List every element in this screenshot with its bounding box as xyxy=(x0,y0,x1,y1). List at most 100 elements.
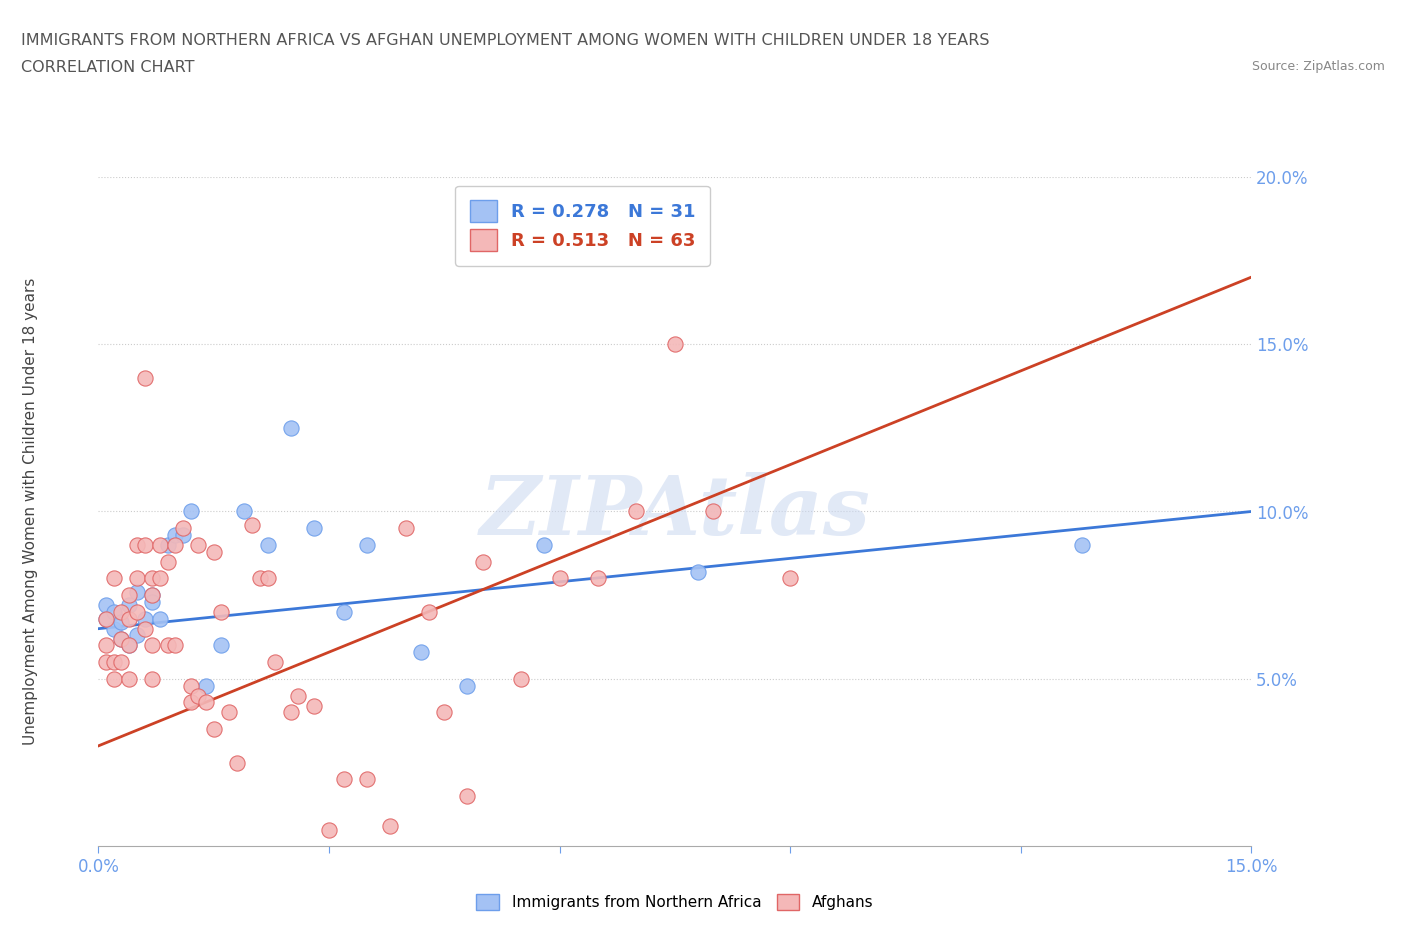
Text: ZIPAtlas: ZIPAtlas xyxy=(479,472,870,551)
Point xyxy=(180,695,202,710)
Point xyxy=(418,604,440,619)
Point xyxy=(172,527,194,542)
Legend: Immigrants from Northern Africa, Afghans: Immigrants from Northern Africa, Afghans xyxy=(468,886,882,918)
Point xyxy=(141,588,163,603)
Point xyxy=(156,538,179,552)
Point xyxy=(103,604,125,619)
Point xyxy=(118,638,141,653)
Point xyxy=(779,571,801,586)
Point xyxy=(202,722,225,737)
Point xyxy=(187,688,209,703)
Point xyxy=(240,517,263,532)
Legend: R = 0.278   N = 31, R = 0.513   N = 63: R = 0.278 N = 31, R = 0.513 N = 63 xyxy=(456,186,710,266)
Point xyxy=(125,538,148,552)
Point xyxy=(302,521,325,536)
Point xyxy=(318,822,340,837)
Point xyxy=(103,655,125,670)
Text: IMMIGRANTS FROM NORTHERN AFRICA VS AFGHAN UNEMPLOYMENT AMONG WOMEN WITH CHILDREN: IMMIGRANTS FROM NORTHERN AFRICA VS AFGHA… xyxy=(21,33,990,47)
Point xyxy=(125,628,148,643)
Point xyxy=(664,337,686,352)
Point xyxy=(395,521,418,536)
Point xyxy=(118,671,141,686)
Point xyxy=(110,604,132,619)
Point xyxy=(356,772,378,787)
Point xyxy=(125,584,148,599)
Point xyxy=(94,611,117,626)
Point xyxy=(702,504,724,519)
Point xyxy=(134,538,156,552)
Point xyxy=(686,565,709,579)
Point xyxy=(187,538,209,552)
Point xyxy=(110,631,132,646)
Point xyxy=(180,504,202,519)
Point xyxy=(586,571,609,586)
Point xyxy=(533,538,555,552)
Point xyxy=(411,644,433,659)
Point xyxy=(287,688,309,703)
Point xyxy=(280,705,302,720)
Point xyxy=(471,554,494,569)
Point xyxy=(510,671,533,686)
Point xyxy=(202,544,225,559)
Point xyxy=(165,638,187,653)
Point xyxy=(141,588,163,603)
Point xyxy=(165,527,187,542)
Point xyxy=(141,638,163,653)
Point xyxy=(302,698,325,713)
Point xyxy=(456,678,478,693)
Point xyxy=(433,705,456,720)
Point xyxy=(125,604,148,619)
Point xyxy=(165,538,187,552)
Point xyxy=(209,604,232,619)
Point xyxy=(134,370,156,385)
Text: Source: ZipAtlas.com: Source: ZipAtlas.com xyxy=(1251,60,1385,73)
Point xyxy=(264,655,287,670)
Point xyxy=(141,571,163,586)
Point xyxy=(110,615,132,630)
Point xyxy=(218,705,240,720)
Point xyxy=(103,621,125,636)
Point xyxy=(195,678,218,693)
Point xyxy=(333,772,356,787)
Point xyxy=(141,594,163,609)
Point xyxy=(356,538,378,552)
Point xyxy=(94,638,117,653)
Point xyxy=(125,571,148,586)
Point xyxy=(118,598,141,613)
Point xyxy=(233,504,256,519)
Point xyxy=(548,571,571,586)
Point xyxy=(456,789,478,804)
Point xyxy=(249,571,271,586)
Point xyxy=(94,655,117,670)
Point xyxy=(149,571,172,586)
Point xyxy=(110,655,132,670)
Point xyxy=(380,818,402,833)
Point xyxy=(256,538,278,552)
Point xyxy=(626,504,648,519)
Point xyxy=(333,604,356,619)
Text: Unemployment Among Women with Children Under 18 years: Unemployment Among Women with Children U… xyxy=(24,278,38,745)
Point xyxy=(156,638,179,653)
Point xyxy=(141,671,163,686)
Point xyxy=(225,755,247,770)
Point xyxy=(134,611,156,626)
Point xyxy=(110,631,132,646)
Point xyxy=(94,611,117,626)
Text: CORRELATION CHART: CORRELATION CHART xyxy=(21,60,194,75)
Point xyxy=(1071,538,1094,552)
Point xyxy=(180,678,202,693)
Point xyxy=(156,554,179,569)
Point xyxy=(134,621,156,636)
Point xyxy=(209,638,232,653)
Point xyxy=(94,598,117,613)
Point xyxy=(195,695,218,710)
Point xyxy=(149,538,172,552)
Point xyxy=(118,588,141,603)
Point xyxy=(103,571,125,586)
Point xyxy=(118,611,141,626)
Point xyxy=(149,611,172,626)
Point xyxy=(280,420,302,435)
Point xyxy=(118,638,141,653)
Point xyxy=(172,521,194,536)
Point xyxy=(103,671,125,686)
